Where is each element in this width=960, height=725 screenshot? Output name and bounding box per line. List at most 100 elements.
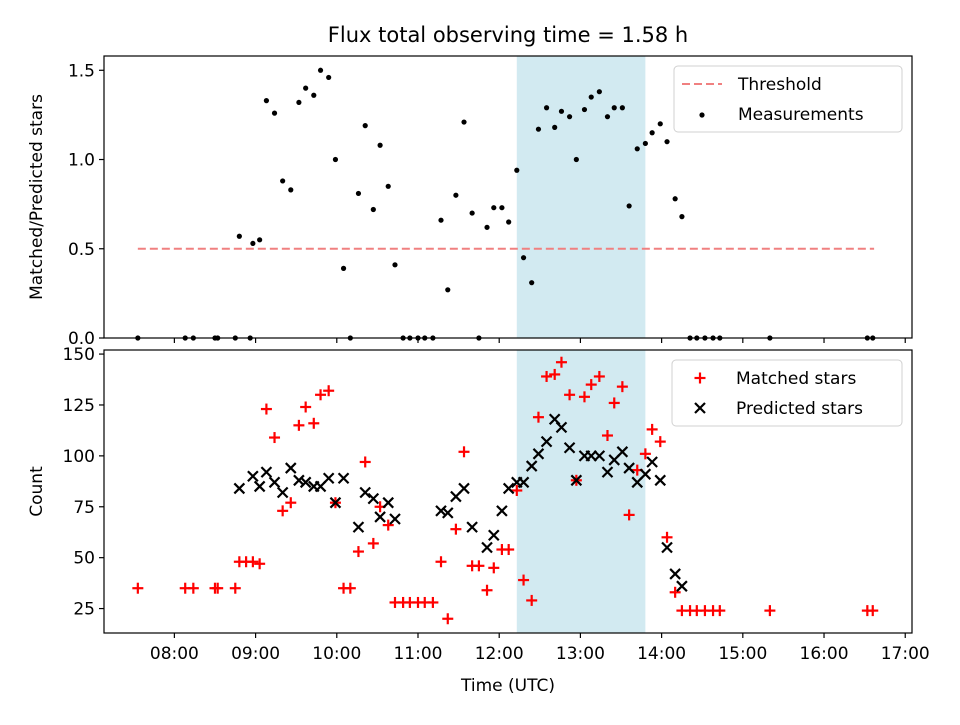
matched-point: [488, 562, 500, 574]
predicted-point-d2: [593, 450, 606, 462]
legend-measurement-swatch: [699, 112, 705, 118]
measurement-point: [340, 265, 347, 271]
matched-point: [382, 519, 394, 531]
matched-point: [867, 605, 879, 617]
predicted-point: [276, 486, 289, 499]
legend-matched-swatch: [694, 372, 706, 384]
predicted-point: [260, 466, 273, 478]
predicted-point: [616, 446, 629, 458]
matched-point: [367, 537, 379, 549]
measurement-point: [303, 85, 309, 91]
y-axis-label: Count: [27, 466, 47, 517]
predicted-point: [322, 472, 335, 485]
legend-label: Threshold: [737, 75, 822, 95]
measurement-point: [355, 190, 362, 197]
predicted-point: [502, 482, 515, 495]
predicted-point: [329, 496, 342, 509]
matched-point: [427, 596, 439, 608]
y-axis-label: Matched/Predicted stars: [27, 94, 47, 300]
measurement-point: [642, 140, 648, 147]
measurement-point: [634, 146, 640, 152]
matched-point: [285, 497, 297, 509]
matched-point: [623, 509, 635, 521]
measurement-point: [438, 217, 444, 223]
x-tick-label: 16:00: [800, 644, 849, 664]
measurement-point: [445, 287, 451, 293]
matched-point: [661, 531, 673, 543]
figure-title: Flux total observing time = 1.58 h: [328, 23, 688, 47]
predicted-point-d2: [616, 446, 629, 458]
legend-label: Predicted stars: [736, 399, 863, 419]
observing-window-band: [516, 56, 646, 338]
legend-predicted-d2: [694, 402, 706, 414]
predicted-point: [293, 474, 305, 487]
x-tick-label: 09:00: [231, 644, 280, 664]
legend-box: [673, 65, 903, 133]
measurement-point: [362, 123, 368, 129]
predicted-point-d2: [293, 474, 305, 487]
matched-point: [541, 370, 553, 382]
plot-frame: [103, 55, 913, 339]
legend-label: Matched stars: [736, 369, 856, 389]
predicted-point-d2: [458, 482, 470, 495]
y-tick-label: 0.0: [68, 329, 95, 349]
matched-point: [315, 389, 327, 401]
predicted-point-d2: [525, 460, 538, 472]
predicted-point-d2: [676, 580, 688, 592]
matched-point: [481, 584, 493, 596]
predicted-point: [570, 474, 583, 487]
measurement-point: [535, 126, 542, 132]
measurement-point: [385, 183, 391, 189]
predicted-point-d2: [646, 456, 658, 468]
measurement-point: [491, 205, 497, 211]
predicted-point: [676, 580, 688, 592]
measurement-point: [326, 74, 332, 81]
predicted-point: [496, 505, 508, 517]
predicted-point-d2: [481, 541, 493, 554]
measurement-point: [619, 105, 625, 111]
predicted-point-d2: [253, 480, 266, 493]
predicted-point: [481, 541, 493, 554]
predicted-point-d2: [517, 476, 530, 489]
x-tick-label: 12:00: [475, 644, 524, 664]
matched-point: [359, 456, 371, 468]
measurement-point: [469, 210, 475, 216]
matched-point: [277, 505, 289, 517]
predicted-point-d2: [669, 568, 681, 580]
matched-point: [764, 605, 776, 617]
predicted-point-d2: [555, 421, 568, 434]
predicted-point: [532, 448, 545, 460]
measurement-point: [271, 110, 278, 116]
predicted-point: [441, 507, 454, 519]
predicted-point-d2: [329, 496, 342, 509]
measurement-point: [332, 156, 339, 163]
measurement-point: [588, 94, 594, 100]
predicted-point: [352, 521, 365, 533]
x-tick-label: 13:00: [556, 644, 605, 664]
measurement-point: [311, 92, 317, 98]
predicted-point-d2: [284, 462, 297, 474]
matched-point: [601, 430, 613, 442]
x-tick-label: 08:00: [150, 644, 199, 664]
predicted-point: [253, 480, 266, 493]
matched-point: [352, 546, 364, 558]
x-tick-label: 11:00: [393, 644, 442, 664]
predicted-point-d2: [374, 511, 386, 523]
measurement-point: [499, 205, 505, 211]
measurement-point: [529, 280, 535, 286]
measurement-point: [236, 233, 242, 239]
predicted-point: [382, 496, 394, 509]
matched-point: [578, 391, 590, 403]
predicted-point-d2: [367, 492, 380, 505]
legend: Matched stars Predicted stars: [671, 359, 903, 427]
matched-point: [511, 484, 523, 496]
predicted-point-d2: [502, 482, 515, 495]
measurement-point: [573, 156, 579, 163]
predicted-point: [669, 568, 681, 580]
matched-point: [669, 586, 681, 598]
matched-point: [532, 411, 544, 423]
legend: Threshold Measurements: [673, 65, 903, 133]
predicted-point: [299, 476, 312, 489]
y-tick-label: 25: [73, 600, 95, 620]
matched-point: [555, 356, 567, 368]
